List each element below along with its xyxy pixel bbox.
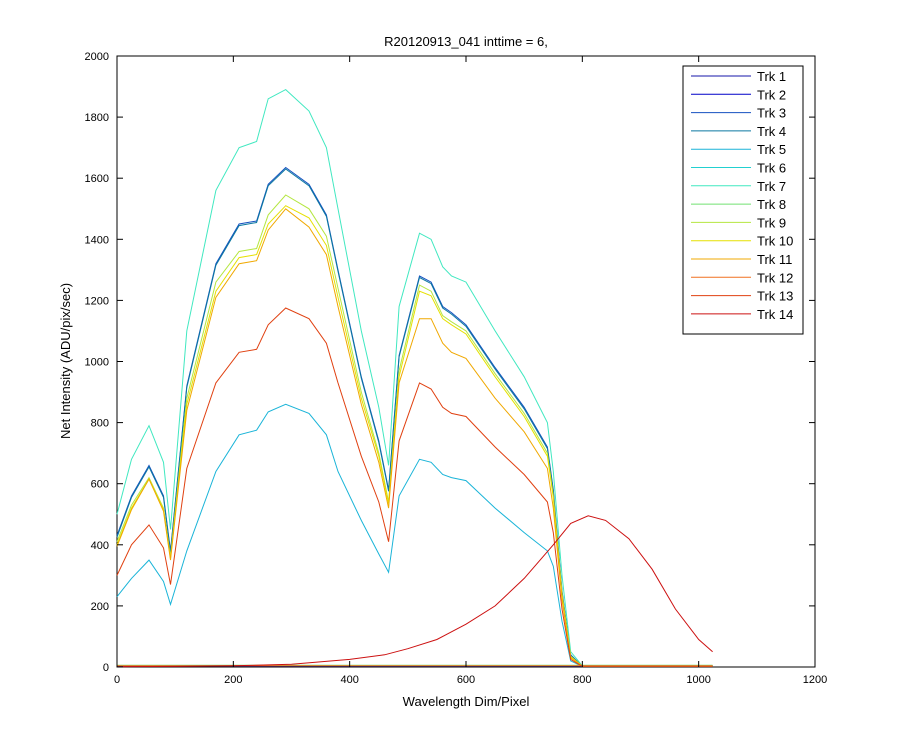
y-tick-label: 1200 [85,295,109,307]
y-tick-label: 1600 [85,173,109,185]
series-line-7 [116,88,713,667]
legend-entry: Trk 8 [757,197,786,212]
series-line-14 [116,515,713,668]
legend-entry: Trk 5 [757,142,786,157]
y-tick-label: 2000 [85,51,109,63]
x-tick-label: 200 [224,674,242,686]
x-tick-label: 400 [340,674,358,686]
series-line-11 [116,208,713,667]
axis-ticks: 0 200 400 600 800 1000 1200 0 200 400 600 800 1000 12… [85,51,828,686]
y-tick-label: 400 [91,540,109,552]
y-axis-label: Net Intensity (ADU/pix/sec) [58,283,73,439]
legend-entry: Trk 12 [757,270,793,285]
series-lines [116,88,713,668]
y-tick-label: 1400 [85,234,109,246]
legend-entry: Trk 7 [757,179,786,194]
x-tick-label: 1200 [803,674,827,686]
x-tick-label: 800 [573,674,591,686]
y-tick-label: 600 [91,479,109,491]
x-tick-label: 1000 [686,674,710,686]
legend-entry: Trk 6 [757,161,786,176]
legend-entry: Trk 4 [757,124,786,139]
series-line-10 [116,205,713,667]
series-line-13 [116,307,713,667]
legend-entry: Trk 1 [757,69,786,84]
x-tick-label: 0 [114,674,120,686]
legend: Trk 1 Trk 2 Trk 3 Trk 4 Trk 5 Trk 6 Trk 7 Trk 8… [682,65,804,335]
y-tick-label: 200 [91,601,109,613]
legend-entry: Trk 14 [757,307,793,322]
y-tick-label: 0 [103,662,109,674]
chart-title: R20120913_041 inttime = 6, [384,34,548,49]
legend-entry: Trk 2 [757,87,786,102]
legend-entry: Trk 9 [757,215,786,230]
x-axis-label: Wavelength Dim/Pixel [403,694,530,709]
x-tick-label: 600 [457,674,475,686]
y-tick-label: 800 [91,418,109,430]
legend-entry: Trk 13 [757,289,793,304]
legend-entry: Trk 10 [757,234,793,249]
y-tick-label: 1000 [85,357,109,369]
y-tick-label: 1800 [85,112,109,124]
legend-entry: Trk 3 [757,106,786,121]
series-line-4 [116,168,713,667]
legend-box [682,65,804,335]
series-line-9 [116,194,713,667]
legend-entry: Trk 11 [757,252,792,267]
